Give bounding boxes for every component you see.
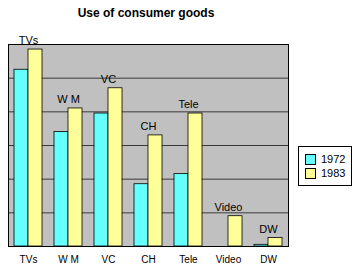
svg-text:DW: DW <box>259 223 278 235</box>
svg-text:CH: CH <box>141 120 157 132</box>
svg-text:CH: CH <box>141 254 155 265</box>
html-text:1972: 1972 <box>321 153 346 165</box>
svg-text:W M: W M <box>58 254 79 265</box>
svg-text:Video: Video <box>216 254 242 265</box>
svg-text:TVs: TVs <box>18 34 39 47</box>
svg-text:DW: DW <box>260 254 277 265</box>
svg-text:Video: Video <box>215 201 243 213</box>
svg-text:VC: VC <box>101 73 116 85</box>
svg-text:Tele: Tele <box>179 254 198 265</box>
html-text:Use of consumer goods: Use of consumer goods <box>77 6 215 20</box>
svg-text:VC: VC <box>102 254 116 265</box>
svg-text:Tele: Tele <box>178 98 198 110</box>
html-text:1983: 1983 <box>321 167 346 179</box>
svg-text:TVs: TVs <box>20 254 38 265</box>
svg-text:W M: W M <box>57 93 80 105</box>
